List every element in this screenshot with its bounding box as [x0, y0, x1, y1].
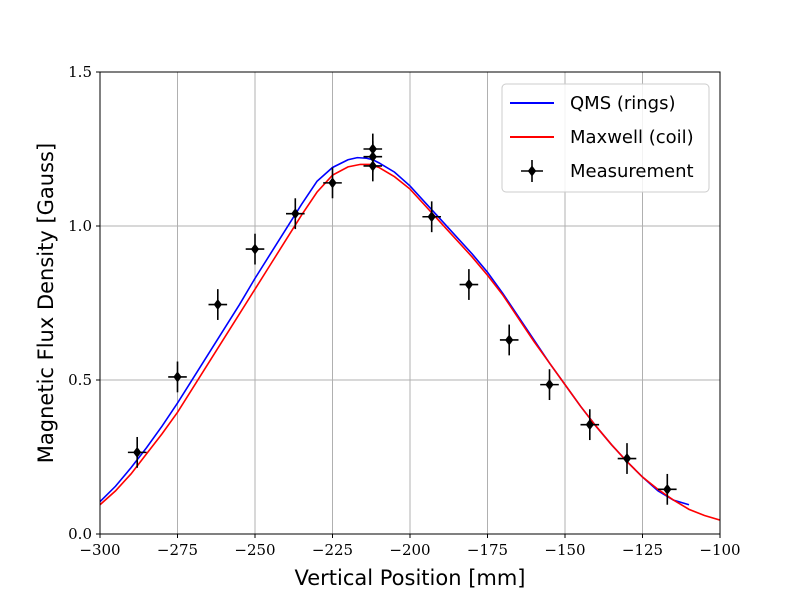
measurement-marker — [464, 279, 474, 291]
measurement-point — [580, 409, 600, 441]
measurement-point — [540, 369, 559, 401]
y-tick-label: 1.5 — [68, 63, 92, 81]
measurement-marker — [505, 334, 514, 346]
x-tick-label: −275 — [157, 541, 198, 559]
x-tick-label: −250 — [234, 541, 275, 559]
x-tick-label: −150 — [544, 541, 585, 559]
ticks: −300 −275 −250 −225 −200 −175 −150 −125 −100 0.0 0… — [68, 63, 740, 559]
measurement-point — [208, 289, 228, 320]
measurement-marker — [213, 299, 222, 311]
measurement-point — [499, 324, 519, 356]
y-tick-label: 0.5 — [68, 371, 92, 389]
measurement-point — [323, 167, 342, 199]
legend: QMS (rings) Maxwell (coil) Measurement — [501, 83, 710, 193]
x-tick-label: −200 — [389, 541, 430, 559]
x-tick-label: −100 — [699, 541, 740, 559]
measurement-marker — [368, 160, 377, 172]
legend-marker-swatch — [527, 165, 537, 177]
y-tick-label: 0.0 — [68, 525, 92, 543]
series-layer — [100, 133, 720, 521]
measurement-point — [245, 233, 265, 265]
x-axis-label: Vertical Position [mm] — [294, 566, 525, 590]
legend-box — [501, 83, 710, 193]
legend-entry-label: Measurement — [570, 161, 694, 182]
measurement-marker — [173, 371, 182, 383]
measurement-point — [422, 201, 441, 233]
measurement-marker — [133, 446, 142, 458]
x-tick-label: −175 — [467, 541, 508, 559]
measurement-point — [127, 436, 147, 468]
measurement-marker — [328, 177, 337, 189]
x-tick-label: −300 — [79, 541, 120, 559]
y-axis-label: Magnetic Flux Density [Gauss] — [34, 143, 58, 463]
x-tick-label: −225 — [312, 541, 353, 559]
y-tick-label: 1.0 — [68, 217, 92, 235]
legend-entry-label: Maxwell (coil) — [570, 127, 694, 148]
measurement-marker — [291, 208, 300, 220]
measurement-marker — [250, 243, 260, 255]
measurement-point — [168, 361, 187, 393]
measurement-marker — [585, 419, 594, 431]
measurement-point — [658, 473, 677, 505]
measurement-point — [286, 198, 305, 230]
measurement-marker — [545, 379, 554, 391]
x-tick-label: −125 — [622, 541, 663, 559]
series-line-maxwell-coil — [100, 163, 720, 521]
measurement-point — [363, 150, 383, 182]
measurement-marker — [622, 453, 632, 465]
measurement-marker — [663, 483, 672, 495]
measurement-marker — [427, 211, 436, 223]
measurement-point — [459, 269, 479, 300]
measurement-point — [617, 443, 637, 474]
legend-entry-label: QMS (rings) — [570, 93, 676, 114]
